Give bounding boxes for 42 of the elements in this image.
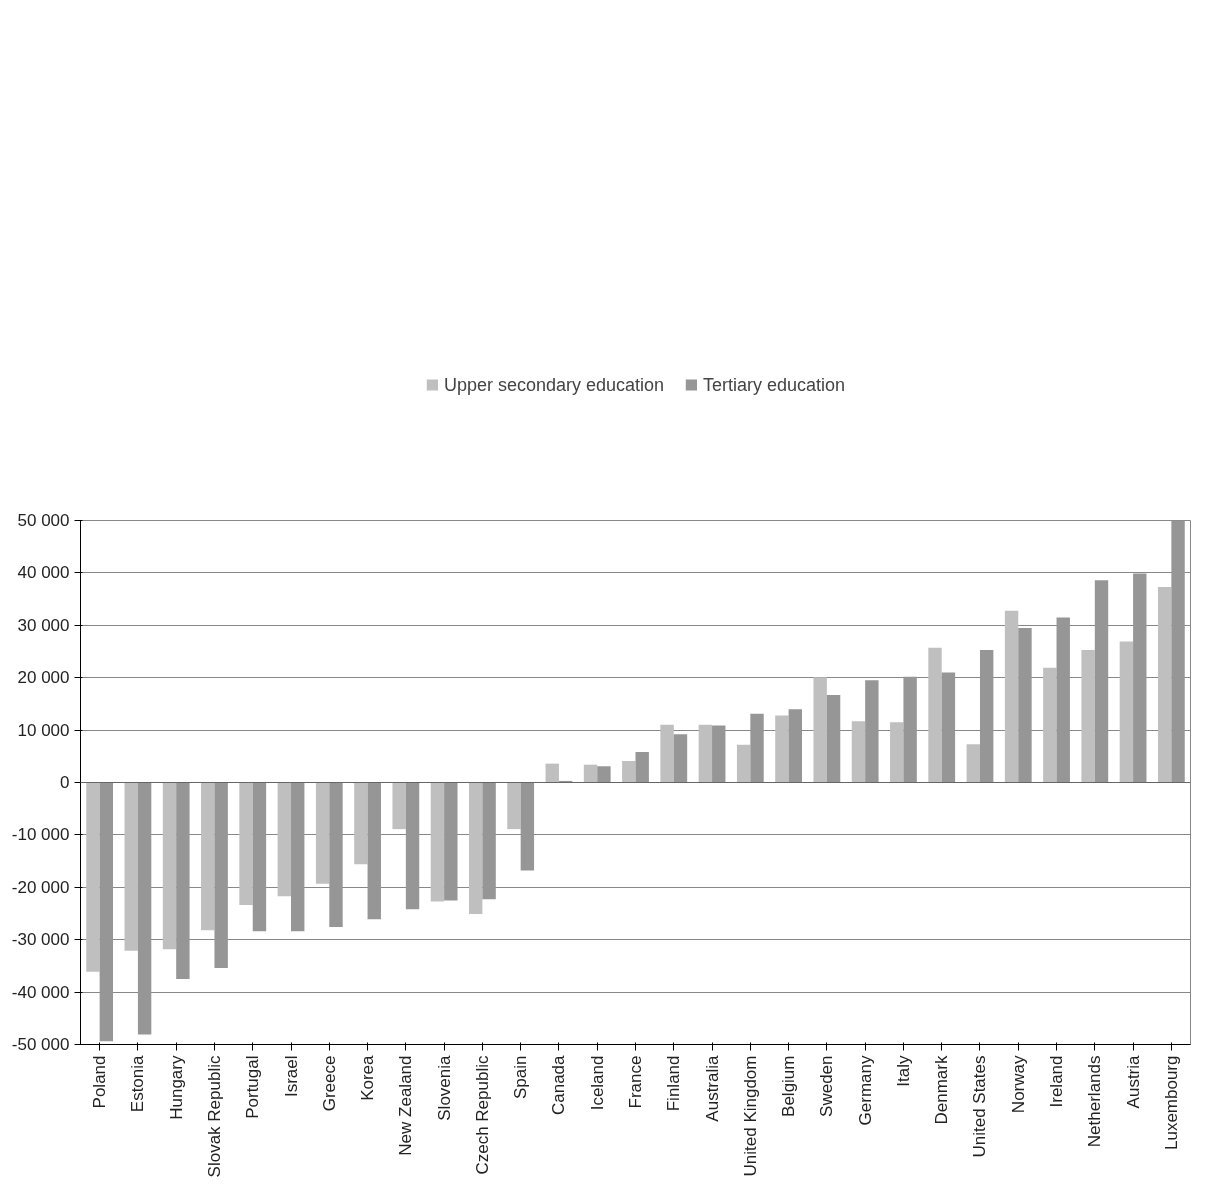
x-tick-label: Slovenia [434, 1054, 454, 1121]
x-tick-label: Estonia [128, 1054, 148, 1113]
legend-label: Upper secondary education [443, 374, 665, 396]
x-tick-label: Germany [855, 1055, 875, 1126]
x-tick-label: Spain [511, 1055, 531, 1099]
x-tick-label: Canada [549, 1054, 569, 1116]
x-tick-label: Finland [664, 1055, 684, 1112]
x-tick-label: Portugal [243, 1055, 263, 1119]
x-tick-label: United States [970, 1055, 990, 1158]
x-tick-label: Poland [90, 1055, 110, 1109]
x-tick-label: Hungary [166, 1055, 186, 1120]
y-tick-label: -50 000 [11, 1035, 70, 1054]
y-tick-label: 50 000 [17, 511, 70, 530]
y-tick-label: 0 [60, 773, 70, 792]
x-tick-label: Italy [893, 1055, 913, 1087]
x-tick-label: Australia [702, 1054, 722, 1122]
y-tick-label: -10 000 [11, 825, 70, 845]
x-tick-label: Netherlands [1085, 1055, 1105, 1148]
x-tick-label: New Zealand [396, 1055, 416, 1156]
x-tick-label: Korea [358, 1054, 378, 1101]
x-tick-label: Luxembourg [1161, 1055, 1181, 1150]
x-tick-label: Austria [1123, 1054, 1143, 1109]
x-tick-label: Norway [1008, 1055, 1028, 1114]
x-tick-label: Czech Republic [472, 1055, 492, 1175]
y-tick-label: -40 000 [11, 982, 70, 1002]
x-tick-label: Slovak Republic [204, 1055, 224, 1178]
x-tick-label: Israel [281, 1055, 301, 1098]
x-tick-label: Greece [319, 1055, 339, 1112]
x-tick-label: Ireland [1047, 1055, 1067, 1108]
x-tick-label: Belgium [779, 1055, 799, 1117]
y-tick-label: -30 000 [11, 930, 70, 950]
x-tick-label: France [626, 1055, 645, 1109]
x-tick-label: Sweden [817, 1055, 837, 1117]
x-tick-label: United Kingdom [740, 1055, 760, 1177]
x-tick-label: Iceland [587, 1055, 607, 1111]
y-tick-label: 10 000 [17, 720, 70, 740]
x-tick-label: Denmark [932, 1055, 952, 1125]
y-tick-label: 40 000 [17, 563, 70, 583]
y-tick-label: 30 000 [17, 615, 70, 635]
legend-label: Tertiary education [703, 374, 846, 396]
y-tick-label: -20 000 [11, 877, 70, 897]
y-tick-label: 20 000 [17, 668, 70, 688]
